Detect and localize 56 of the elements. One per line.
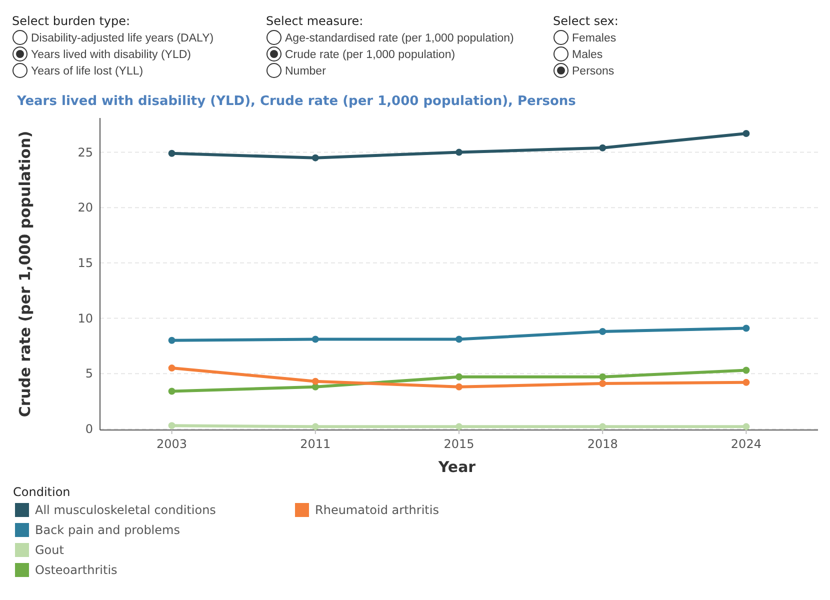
point	[456, 148, 462, 156]
point	[742, 378, 750, 386]
legend-title: Condition	[13, 485, 70, 499]
point	[599, 380, 606, 388]
point	[312, 378, 319, 385]
point	[599, 144, 606, 152]
point	[456, 383, 462, 390]
text: Males	[572, 49, 603, 61]
x-tick-label: 2024	[730, 437, 762, 451]
point	[456, 336, 462, 343]
point	[168, 336, 176, 344]
legend-label: Back pain and problems	[35, 523, 180, 537]
point	[168, 388, 176, 395]
text: Select measure:	[266, 14, 364, 28]
point	[168, 150, 176, 157]
point	[168, 364, 176, 372]
y-tick-label: 5	[85, 366, 93, 381]
x-axis-title: Year	[437, 458, 476, 476]
chart-title: Years lived with disability (YLD), Crude rate (per 1,000 population), Persons	[16, 94, 576, 109]
point	[312, 336, 319, 343]
point	[168, 422, 176, 430]
y-tick-label: 15	[78, 256, 93, 270]
legend-label: Gout	[35, 543, 64, 557]
y-tick-label: 25	[78, 145, 93, 160]
x-tick-label: 2011	[300, 437, 331, 451]
text: Persons	[572, 66, 614, 78]
text: Crude rate (per 1,000 population)	[285, 49, 456, 61]
y-tick-label: 0	[85, 422, 93, 436]
point	[599, 328, 606, 336]
point	[742, 324, 750, 332]
legend-label: All musculoskeletal conditions	[35, 503, 216, 517]
y-axis-title: Crude rate (per 1,000 population)	[16, 130, 34, 418]
x-tick-label: 2003	[156, 437, 188, 451]
x-tick-label: 2015	[444, 437, 474, 451]
text: Years lived with disability (YLD)	[31, 49, 192, 61]
point	[312, 154, 319, 162]
y-tick-label: 10	[78, 311, 93, 326]
text: Select burden type:	[12, 14, 130, 28]
x-tick-label: 2018	[587, 437, 618, 451]
point	[599, 373, 606, 380]
text: Disability-adjusted life years (DALY)	[31, 32, 214, 44]
text: Females	[572, 32, 616, 44]
legend-label: Rheumatoid arthritis	[315, 503, 439, 517]
point	[312, 423, 319, 430]
text: Age-standardised rate (per 1,000 population)	[285, 32, 514, 44]
text: Number	[285, 66, 326, 78]
point	[456, 423, 462, 430]
text: Select sex:	[553, 14, 618, 28]
point	[456, 373, 462, 380]
y-tick-label: 20	[78, 200, 93, 215]
point	[742, 423, 750, 430]
point	[599, 423, 606, 430]
text: Years of life lost (YLL)	[31, 66, 144, 78]
legend-label: Osteoarthritis	[35, 563, 118, 577]
point	[742, 130, 750, 137]
point	[742, 366, 750, 374]
